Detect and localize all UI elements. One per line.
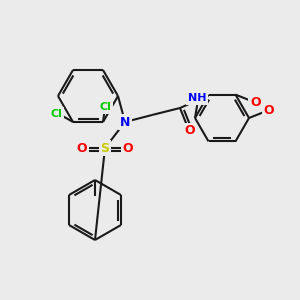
Text: O: O	[264, 103, 274, 116]
Text: S: S	[100, 142, 109, 154]
Text: O: O	[250, 96, 261, 109]
Text: O: O	[185, 124, 195, 137]
Text: O: O	[123, 142, 133, 154]
Text: N: N	[120, 116, 130, 128]
Text: O: O	[77, 142, 87, 154]
Text: Cl: Cl	[50, 109, 62, 119]
Text: Cl: Cl	[99, 102, 111, 112]
Text: NH: NH	[188, 93, 206, 103]
